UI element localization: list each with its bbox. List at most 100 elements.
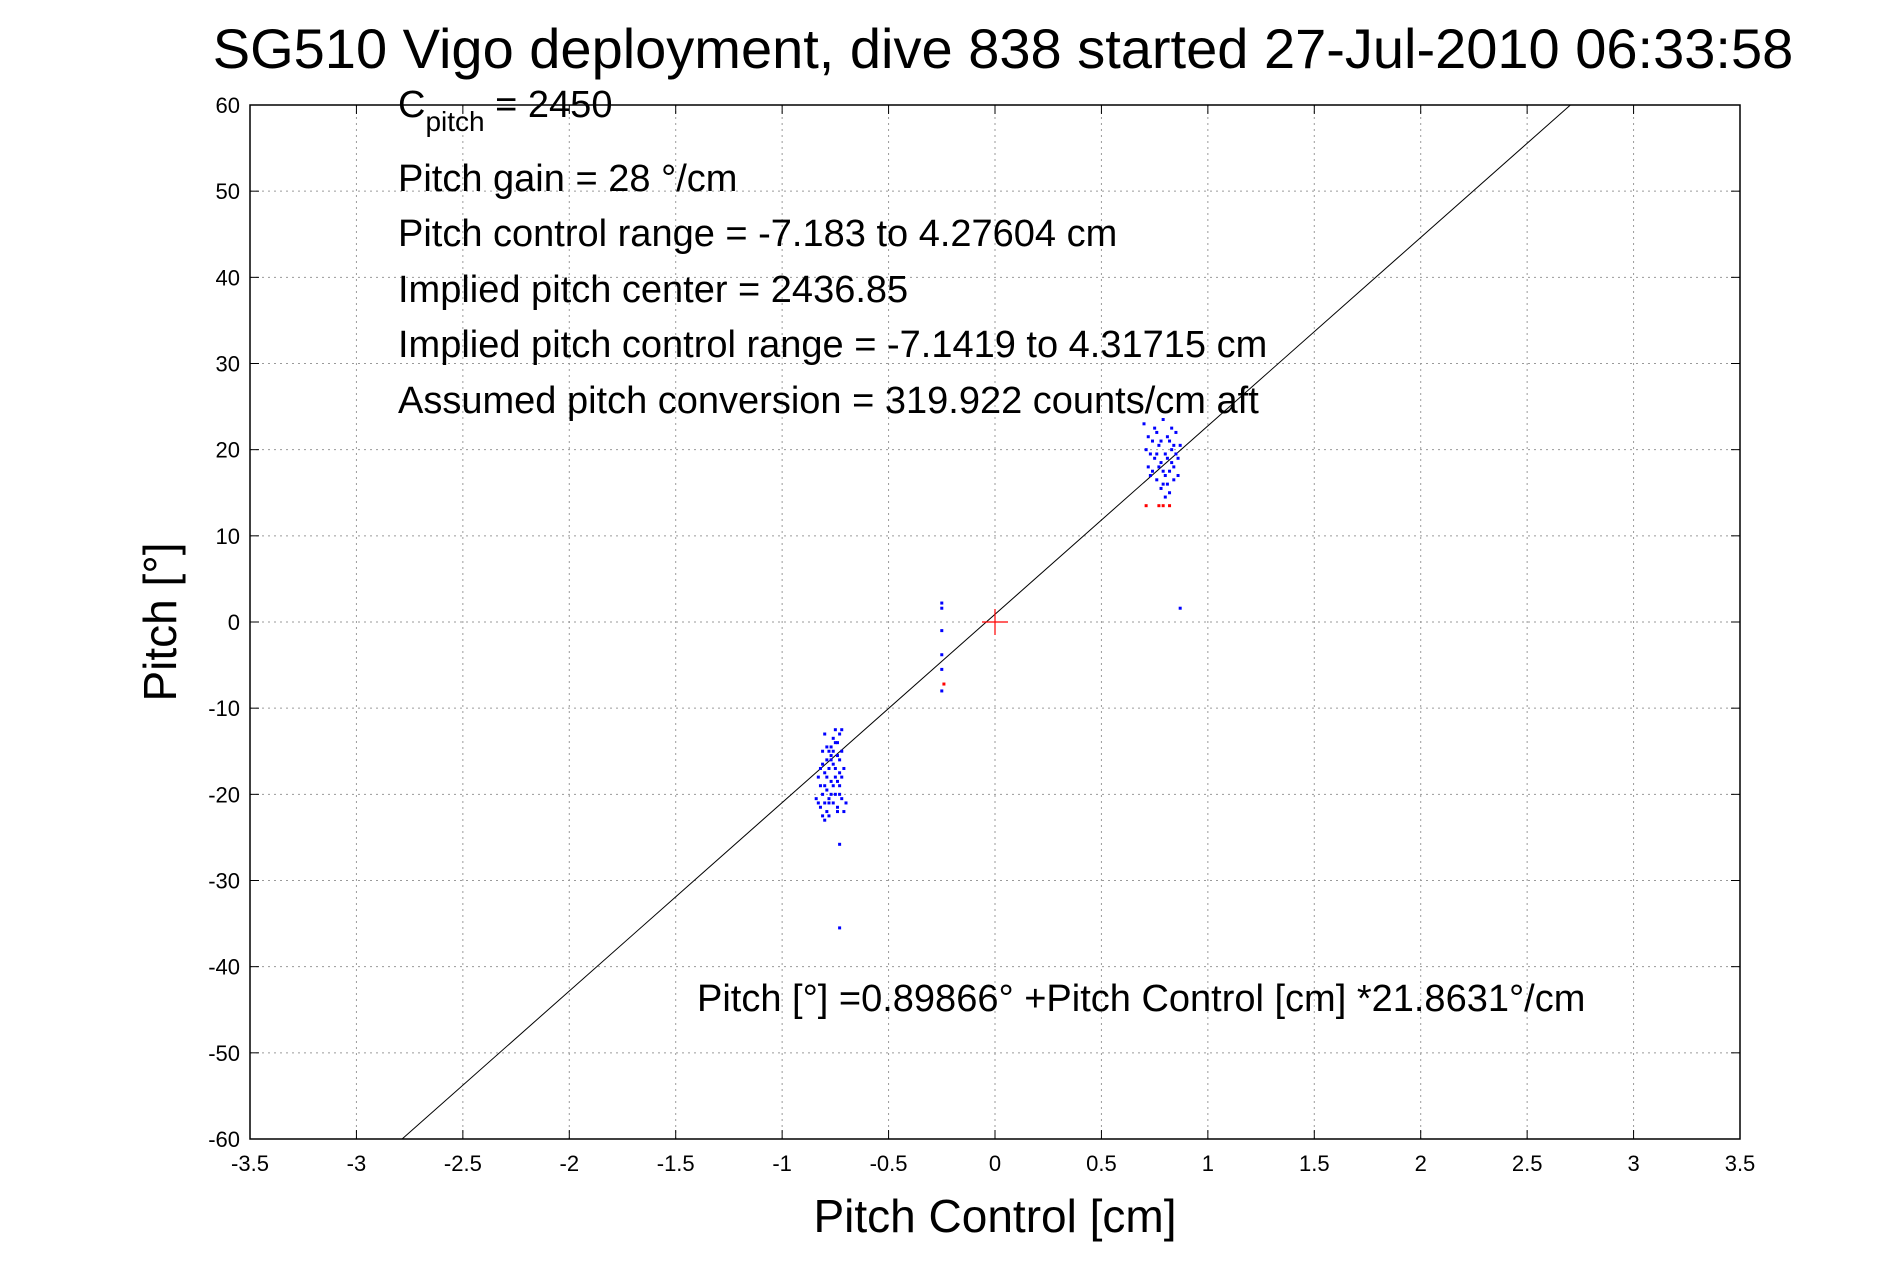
y-axis-ticks: -60 -50 -40 -30 -20 -10 0 10 20 30 40 50 60 (208, 93, 1740, 1152)
data-point (835, 754, 839, 758)
data-point (823, 784, 827, 788)
x-tick-label: -0.5 (870, 1151, 908, 1176)
y-tick-label: -30 (208, 869, 240, 894)
data-point (835, 741, 839, 745)
x-tick-label: 3.5 (1725, 1151, 1756, 1176)
y-tick-label: 50 (216, 179, 240, 204)
data-point (838, 926, 842, 930)
data-point (835, 779, 839, 783)
data-point (1168, 504, 1172, 508)
y-tick-label: -10 (208, 696, 240, 721)
data-point (825, 788, 829, 792)
data-point (821, 749, 825, 753)
data-point (1161, 482, 1165, 486)
data-point (1148, 452, 1152, 456)
x-tick-label: 3 (1627, 1151, 1639, 1176)
data-point (1170, 461, 1174, 465)
data-point (831, 762, 835, 766)
data-point (840, 749, 844, 753)
data-point (842, 810, 846, 814)
data-points (814, 418, 1182, 930)
data-point (838, 758, 842, 762)
c-pitch-value: = 2450 (484, 84, 613, 126)
y-tick-label: 20 (216, 438, 240, 463)
data-point (1159, 486, 1163, 490)
data-point (1155, 452, 1159, 456)
data-point (1163, 474, 1167, 478)
data-point (823, 818, 827, 822)
data-point (816, 801, 820, 805)
data-point (940, 606, 944, 610)
data-point (1151, 439, 1155, 443)
data-point (827, 749, 831, 753)
data-point (1146, 465, 1150, 469)
x-tick-label: -1.5 (657, 1151, 695, 1176)
data-point (838, 732, 842, 736)
x-tick-label: -1 (772, 1151, 792, 1176)
data-point (840, 775, 844, 779)
fit-equation-annotation: Pitch [°] =0.89866° +Pitch Control [cm] … (697, 978, 1586, 1020)
chart-title: SG510 Vigo deployment, dive 838 started … (213, 17, 1794, 80)
y-axis-label: Pitch [°] (134, 542, 186, 701)
data-point (1155, 430, 1159, 434)
data-point (1174, 430, 1178, 434)
data-point (821, 814, 825, 818)
data-point (833, 775, 837, 779)
data-point (1144, 504, 1148, 508)
data-point (1163, 452, 1167, 456)
pitch-gain-annotation: Pitch gain = 28 °/cm (398, 158, 738, 200)
data-point (825, 745, 829, 749)
data-point (838, 771, 842, 775)
data-point (1170, 426, 1174, 430)
x-tick-label: 2 (1415, 1151, 1427, 1176)
center-marker-group (982, 609, 1008, 635)
x-tick-label: 1 (1202, 1151, 1214, 1176)
data-point (825, 758, 829, 762)
data-point (1170, 448, 1174, 452)
data-point (1161, 418, 1165, 422)
data-point (823, 801, 827, 805)
data-point (823, 732, 827, 736)
x-tick-label: 1.5 (1299, 1151, 1330, 1176)
x-tick-label: -2 (560, 1151, 580, 1176)
x-tick-label: -3 (347, 1151, 367, 1176)
x-axis-ticks: -3.5 -3 -2.5 -2 -1.5 -1 -0.5 0 0.5 1 1.5 2 2.5 3 3.5 (231, 105, 1755, 1176)
y-tick-label: -60 (208, 1127, 240, 1152)
control-range-annotation: Pitch control range = -7.183 to 4.27604 … (398, 213, 1118, 255)
data-point (842, 766, 846, 770)
data-point (1155, 478, 1159, 482)
data-point (827, 766, 831, 770)
plot-frame (249, 104, 1741, 1140)
data-point (827, 801, 831, 805)
data-point (838, 792, 842, 796)
c-pitch-symbol: C (398, 84, 426, 126)
data-point (1161, 504, 1165, 508)
implied-range-annotation: Implied pitch control range = -7.1419 to… (398, 324, 1268, 366)
data-point (1168, 491, 1172, 495)
data-point (940, 667, 944, 671)
x-axis-label: Pitch Control [cm] (814, 1190, 1177, 1242)
data-point (818, 766, 822, 770)
implied-center-annotation: Implied pitch center = 2436.85 (398, 269, 909, 311)
data-point (835, 810, 839, 814)
y-tick-label: -50 (208, 1041, 240, 1066)
data-point (827, 814, 831, 818)
data-point (831, 736, 835, 740)
data-point (1157, 465, 1161, 469)
data-point (816, 775, 820, 779)
data-point (1165, 482, 1169, 486)
data-point (833, 792, 837, 796)
assumed-conversion-annotation: Assumed pitch conversion = 319.922 count… (398, 380, 1259, 422)
data-point (1144, 448, 1148, 452)
data-point (1146, 435, 1150, 439)
data-point (1159, 439, 1163, 443)
data-point (1176, 474, 1180, 478)
data-point (829, 779, 833, 783)
data-point (1178, 443, 1182, 447)
data-point (814, 797, 818, 801)
y-tick-label: 10 (216, 524, 240, 549)
y-tick-label: 0 (228, 610, 240, 635)
data-point (1174, 452, 1178, 456)
data-point (940, 689, 944, 693)
data-point (840, 728, 844, 732)
